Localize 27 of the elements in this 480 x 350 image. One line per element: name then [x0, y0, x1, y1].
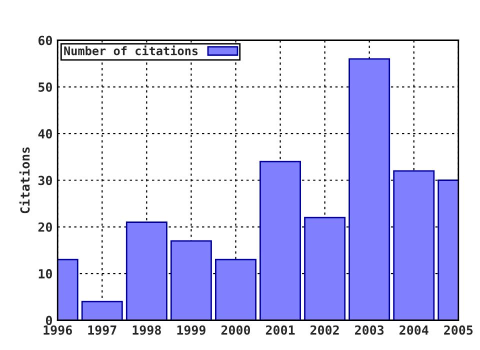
x-tick-label: 2000 [221, 325, 250, 335]
y-tick-label: 40 [38, 129, 52, 139]
bar [393, 170, 435, 320]
y-axis-title: Citations [19, 147, 30, 214]
y-tick-label: 0 [46, 316, 52, 326]
y-tick-label: 30 [38, 176, 52, 186]
legend-label: Number of citations [64, 46, 198, 56]
bar [170, 240, 212, 320]
x-tick-label: 2005 [444, 325, 473, 335]
y-tick-label: 20 [38, 222, 52, 232]
bar [304, 216, 346, 320]
x-tick-label: 2003 [354, 325, 384, 335]
y-tick-label: 10 [38, 269, 52, 279]
bar [348, 58, 390, 320]
x-tick-label: 1998 [132, 325, 161, 335]
bar [215, 258, 256, 320]
bar [260, 160, 301, 320]
x-tick-label: 1997 [88, 325, 116, 335]
x-tick-label: 1996 [44, 325, 72, 335]
x-tick-label: 1999 [177, 325, 206, 335]
bar [126, 222, 168, 320]
y-tick-label: 60 [38, 36, 52, 46]
x-tick-label: 2002 [310, 325, 339, 335]
bar [81, 300, 123, 320]
x-tick-label: 2004 [400, 325, 428, 335]
y-tick-label: 50 [38, 82, 52, 92]
x-tick-label: 2001 [266, 325, 295, 335]
